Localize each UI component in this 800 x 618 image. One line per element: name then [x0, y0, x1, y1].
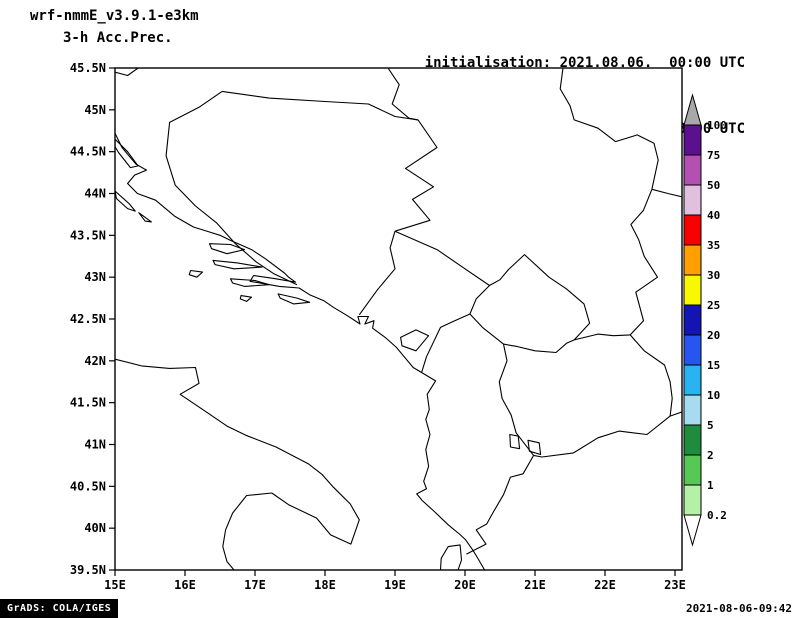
colorbar-level-label: 30 [707, 269, 720, 282]
lat-tick-label: 39.5N [70, 563, 106, 577]
colorbar-band [683, 214, 702, 246]
country-border-path [394, 119, 438, 232]
colorbar-band [683, 364, 702, 396]
colorbar-level-label: 10 [707, 389, 720, 402]
lake-outline [400, 329, 430, 352]
lon-tick-label: 18E [314, 578, 336, 592]
lat-tick-label: 45N [84, 103, 106, 117]
lat-tick-label: 43N [84, 270, 106, 284]
lat-tick-label: 43.5N [70, 228, 106, 242]
island-outline [277, 293, 311, 305]
colorbar-level-label: 5 [707, 419, 714, 432]
map-outlines [115, 68, 682, 570]
colorbar-level-label: 0.2 [707, 509, 727, 522]
island-outline [208, 243, 246, 255]
coastline-path [115, 133, 486, 570]
colorbar-level-label: 25 [707, 299, 720, 312]
colorbar-band [683, 244, 702, 276]
country-border-path [165, 90, 298, 286]
country-border-path [629, 334, 673, 417]
island-outline [229, 278, 270, 287]
lake-outline [509, 433, 521, 450]
country-border-path [358, 231, 396, 316]
island-outline [115, 190, 136, 212]
island-outline [439, 544, 463, 570]
lon-tick-label: 16E [174, 578, 196, 592]
island-outline [138, 212, 152, 223]
colorbar-band [683, 484, 702, 516]
colorbar-band [683, 304, 702, 336]
creation-timestamp: 2021-08-06-09:42 [686, 602, 792, 615]
island-outline [115, 138, 139, 169]
lon-tick-label: 21E [524, 578, 546, 592]
coastline-path [115, 358, 360, 570]
grads-credit-badge: GrADS: COLA/IGES [0, 599, 119, 618]
country-border-path [394, 230, 490, 286]
axis-ticks: 45.5N 45N 44.5N 44N 43.5N 43N 42.5N 42N 41.5N 41N… [70, 61, 686, 592]
country-border-path [651, 188, 682, 198]
lon-tick-label: 19E [384, 578, 406, 592]
island-outline [212, 259, 263, 270]
lat-tick-label: 42.5N [70, 312, 106, 326]
map-frame-rect [114, 67, 683, 571]
lon-tick-label: 23E [664, 578, 686, 592]
country-border-path [669, 411, 682, 417]
colorbar-overflow-arrow [683, 93, 702, 126]
colorbar-band [683, 424, 702, 456]
lat-tick-label: 42N [84, 354, 106, 368]
colorbar-band [683, 394, 702, 426]
init-time-label: initialisation: 2021.08.06. 00:00 UTC [424, 55, 745, 71]
country-border-path [629, 189, 659, 336]
colorbar-level-label: 2 [707, 449, 714, 462]
colorbar-level-label: 50 [707, 179, 720, 192]
colorbar-band [683, 154, 702, 186]
lon-tick-label: 20E [454, 578, 476, 592]
lat-tick-label: 41.5N [70, 396, 106, 410]
product-name: 3-h Acc.Prec. [63, 30, 173, 46]
country-border-path [115, 68, 139, 77]
colorbar-band [683, 274, 702, 306]
lat-tick-label: 45.5N [70, 61, 106, 75]
colorbar-band [683, 454, 702, 486]
colorbar-band [683, 124, 702, 156]
lat-tick-label: 41N [84, 438, 106, 452]
country-border-path [222, 90, 419, 121]
colorbar-level-label: 15 [707, 359, 720, 372]
lon-tick-label: 22E [594, 578, 616, 592]
colorbar-level-label: 20 [707, 329, 720, 342]
country-border-path [466, 455, 535, 555]
lat-tick-label: 40.5N [70, 479, 106, 493]
country-border-path [574, 333, 631, 341]
colorbar-level-label: 100 [707, 119, 727, 132]
country-border-path [469, 254, 591, 354]
lat-tick-label: 44N [84, 187, 106, 201]
country-border-path [559, 68, 659, 190]
lake-outline [527, 439, 542, 456]
country-border-path [533, 415, 671, 458]
lon-tick-label: 17E [244, 578, 266, 592]
colorbar-band [683, 334, 702, 366]
colorbar-band [683, 184, 702, 216]
colorbar-level-label: 40 [707, 209, 720, 222]
map-frame [114, 67, 683, 571]
colorbar-underflow-arrow [683, 514, 702, 547]
colorbar: 100 75 50 40 35 30 25 20 15 10 5 2 1 0.2 [683, 93, 727, 547]
colorbar-level-label: 35 [707, 239, 720, 252]
colorbar-level-label: 1 [707, 479, 714, 492]
lon-tick-label: 15E [104, 578, 126, 592]
model-name: wrf-nmmE_v3.9.1-e3km [30, 8, 199, 24]
island-outline [239, 295, 253, 302]
country-border-path [498, 343, 535, 456]
island-outline [188, 269, 204, 278]
lat-tick-label: 44.5N [70, 145, 106, 159]
colorbar-level-label: 75 [707, 149, 720, 162]
country-border-path [421, 313, 471, 373]
lat-tick-label: 40N [84, 521, 106, 535]
